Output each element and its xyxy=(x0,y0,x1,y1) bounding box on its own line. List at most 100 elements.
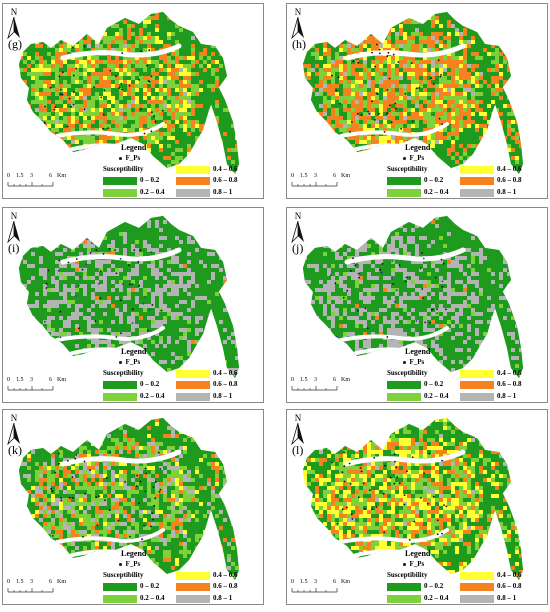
north-arrow: N xyxy=(291,8,305,44)
fps-point xyxy=(102,127,104,130)
scale-tick-label: 1.5 xyxy=(300,579,308,585)
fps-point xyxy=(135,485,138,487)
legend-class-item: 0.2 – 0.4 xyxy=(387,594,467,604)
fps-point xyxy=(400,127,402,130)
point-marker-icon xyxy=(119,563,122,566)
legend-class-item: 0.8 – 1 xyxy=(176,594,256,604)
legend-class-label: 0.8 – 1 xyxy=(213,594,233,602)
legend-class-item: 0.4 – 0.6 xyxy=(460,571,540,581)
fps-point xyxy=(357,309,359,312)
fps-point xyxy=(359,273,361,275)
legend-class-label: 0 – 0.2 xyxy=(140,380,160,388)
legend-class-label: 0.4 – 0.6 xyxy=(497,165,522,173)
legend-swatch xyxy=(460,381,494,389)
fps-point xyxy=(368,112,371,115)
legend-swatch xyxy=(176,393,210,401)
fps-point xyxy=(371,51,373,54)
fps-point xyxy=(72,74,75,77)
fps-point xyxy=(351,121,353,123)
legend-swatch xyxy=(387,189,421,197)
north-label: N xyxy=(10,211,18,221)
fps-point xyxy=(405,276,408,279)
fps-point xyxy=(61,93,64,96)
fps-point xyxy=(391,277,394,280)
fps-point xyxy=(436,533,439,536)
fps-point xyxy=(83,45,86,48)
fps-point xyxy=(72,103,75,106)
fps-point xyxy=(445,505,448,508)
fps-point xyxy=(383,531,386,534)
fps-point xyxy=(93,86,95,89)
fps-point xyxy=(144,296,147,299)
legend-swatch xyxy=(387,381,421,389)
fps-point xyxy=(373,119,376,121)
scale-tick-label: 0 xyxy=(291,579,294,585)
fps-point xyxy=(71,496,74,499)
fps-point xyxy=(49,87,52,89)
fps-point xyxy=(374,65,376,68)
fps-point xyxy=(158,451,160,454)
fps-point xyxy=(52,535,54,537)
fps-point xyxy=(105,477,108,479)
map-panel-g: N (g) Legend F_Ps Susceptibility 0 – 0.2… xyxy=(2,3,264,199)
fps-point xyxy=(60,497,62,499)
fps-point xyxy=(146,64,149,67)
legend-class-label: 0.6 – 0.8 xyxy=(213,176,238,184)
fps-point xyxy=(58,259,61,262)
scale-bar-graphic xyxy=(7,182,54,187)
scale-unit-label: Km xyxy=(341,377,350,383)
river-channel xyxy=(339,326,449,342)
fps-point xyxy=(151,512,154,515)
fps-point xyxy=(331,74,333,77)
fps-point xyxy=(366,327,369,329)
fps-point xyxy=(50,487,53,490)
legend-class-label: 0.8 – 1 xyxy=(213,188,233,196)
legend-swatch xyxy=(103,177,137,185)
fps-point xyxy=(418,86,421,89)
fps-point xyxy=(129,283,131,285)
fps-point xyxy=(378,48,381,51)
fps-point xyxy=(343,480,346,483)
fps-point xyxy=(376,93,379,96)
fps-point xyxy=(362,482,365,485)
fps-point xyxy=(68,97,71,100)
legend-class-item: 0 – 0.2 xyxy=(387,582,467,592)
fps-point xyxy=(422,257,425,260)
legend-swatch xyxy=(103,381,137,389)
fps-point xyxy=(119,299,122,302)
fps-point xyxy=(128,84,131,87)
legend-class-item: 0.2 – 0.4 xyxy=(387,392,467,402)
fps-point xyxy=(94,320,97,322)
point-marker-icon xyxy=(403,157,406,160)
legend-title: Legend xyxy=(405,347,431,356)
legend-class-item: 0.4 – 0.6 xyxy=(176,165,256,175)
legend-swatch xyxy=(103,189,137,197)
fps-point xyxy=(98,283,100,285)
legend-class-label: 0.2 – 0.4 xyxy=(424,188,449,196)
legend-class-label: 0.8 – 1 xyxy=(497,392,517,400)
fps-point xyxy=(441,532,443,535)
fps-point xyxy=(440,258,443,261)
scale-unit-label: Km xyxy=(341,173,350,179)
fps-point xyxy=(67,261,70,264)
panel-label: (l) xyxy=(292,443,304,457)
fps-point xyxy=(346,506,348,509)
legend-class-item: 0.6 – 0.8 xyxy=(176,176,256,186)
fps-point xyxy=(148,80,151,83)
fps-point xyxy=(388,77,391,80)
fps-point xyxy=(396,476,399,479)
fps-point xyxy=(96,524,99,527)
fps-point xyxy=(350,270,352,272)
fps-point xyxy=(406,470,408,473)
fps-point xyxy=(140,50,143,53)
fps-point xyxy=(379,52,381,55)
fps-point xyxy=(99,270,102,273)
scale-unit-label: Km xyxy=(341,579,350,585)
fps-point xyxy=(434,276,437,279)
fps-point xyxy=(350,513,353,516)
fps-point xyxy=(335,89,338,92)
fps-point xyxy=(145,472,148,475)
fps-point xyxy=(391,259,394,262)
fps-point xyxy=(108,248,111,250)
fps-point xyxy=(149,525,152,528)
